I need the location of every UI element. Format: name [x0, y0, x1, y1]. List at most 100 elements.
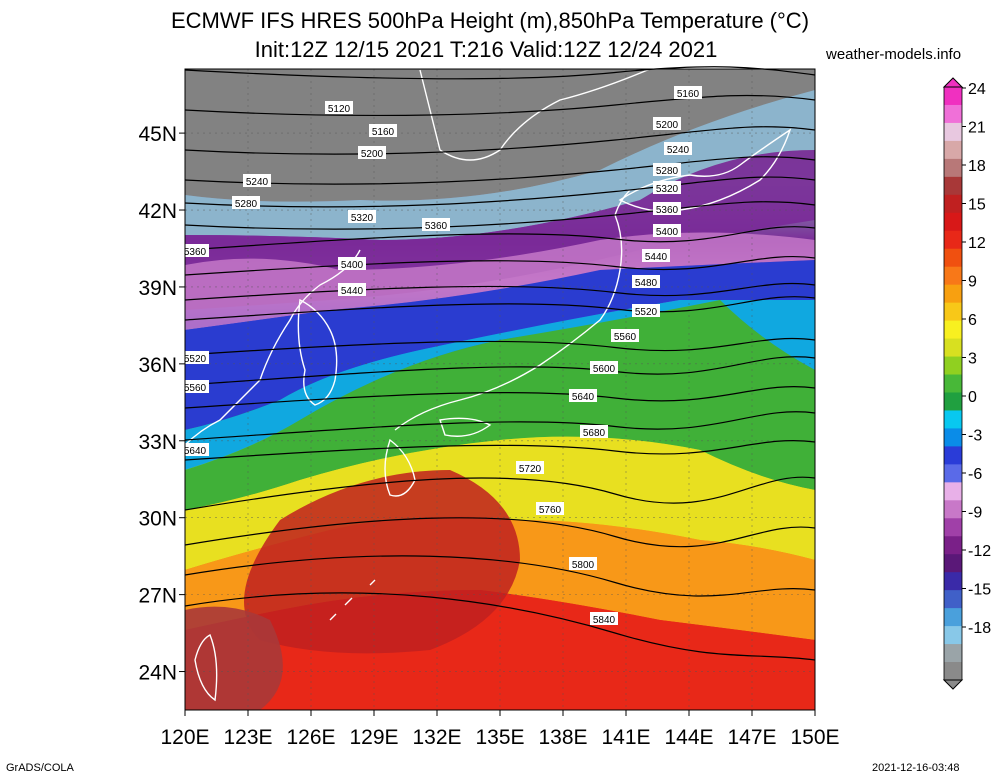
height-contour-line — [184, 282, 816, 301]
contour-label-bg — [653, 163, 681, 176]
colorbar-label: -9 — [968, 505, 982, 522]
colorbar-swatch — [944, 500, 962, 519]
contour-label-bg — [664, 142, 692, 155]
colorbar-swatch — [944, 572, 962, 591]
lat-lon-grid — [185, 69, 815, 710]
contour-label-bg — [358, 146, 386, 159]
contour-label: 5680 — [583, 428, 606, 439]
y-tick-label: 33N — [138, 431, 177, 454]
colorbar-swatch — [944, 194, 962, 214]
x-tick-label: 120E — [160, 726, 209, 749]
colorbar-label: 6 — [968, 312, 977, 329]
contour-label: 5520 — [635, 307, 658, 318]
colorbar-swatch — [944, 356, 962, 376]
colorbar-label: 0 — [968, 389, 977, 406]
colorbar-swatch — [944, 140, 962, 160]
colorbar-swatch — [944, 464, 962, 483]
contour-label-bg — [590, 612, 618, 625]
colorbar-label: -12 — [968, 543, 991, 560]
contour-label: 5760 — [539, 505, 562, 516]
y-tick-label: 45N — [138, 123, 177, 146]
x-tick-label: 144E — [664, 726, 713, 749]
height-contour-line — [184, 66, 816, 80]
colorbar-frame — [943, 86, 963, 681]
colorbar-swatch — [944, 392, 962, 411]
contour-label: 5640 — [572, 392, 595, 403]
chart-title: ECMWF IFS HRES 500hPa Height (m),850hPa … — [170, 8, 810, 33]
colorbar-swatch — [944, 284, 962, 304]
contour-label-bg — [232, 196, 260, 209]
contour-label-bg — [516, 461, 544, 474]
colorbar-label: -3 — [968, 428, 982, 445]
colorbar-label: 12 — [968, 235, 986, 252]
height-contour-line — [184, 226, 816, 251]
y-tick-label: 39N — [138, 277, 177, 300]
contour-label: 5720 — [519, 464, 542, 475]
contour-labels: 5120 5160 5160 5200 5200 5240 5240 5280 5280 5320… — [181, 86, 702, 626]
contour-label: 5240 — [246, 177, 269, 188]
colorbar-swatch — [944, 176, 962, 196]
contour-label-bg — [580, 425, 608, 438]
chart-subtitle: Init:12Z 12/15 2021 T:216 Valid:12Z 12/2… — [254, 37, 718, 62]
contour-label-bg — [653, 117, 681, 130]
colorbar-bottom-arrow — [942, 679, 964, 690]
contour-label-bg — [348, 210, 376, 223]
colorbar-swatch — [944, 158, 962, 178]
x-tick-label: 150E — [790, 726, 839, 749]
contour-label: 5800 — [572, 560, 595, 571]
x-tick-label: 126E — [286, 726, 335, 749]
contour-label-bg — [632, 275, 660, 288]
colorbar-swatch — [944, 320, 962, 340]
height-contour-line — [184, 337, 816, 356]
colorbar-label: -15 — [968, 582, 991, 599]
colorbar-top-arrow — [942, 77, 964, 88]
colorbar-swatch — [944, 626, 962, 645]
colorbar-label: 3 — [968, 351, 977, 368]
contour-label-bg — [653, 202, 681, 215]
height-contour-line — [184, 411, 816, 441]
colorbar-label: 9 — [968, 274, 977, 291]
timestamp: 2021-12-16-03:48 — [872, 762, 960, 774]
contour-label-bg — [181, 443, 209, 456]
contour-label: 5280 — [656, 166, 679, 177]
contour-label-bg — [653, 181, 681, 194]
y-tick-label: 36N — [138, 354, 177, 377]
x-axis: 120E 123E 126E 129E 132E 135E 138E 141E 144E 147E… — [160, 710, 840, 749]
colorbar-label: 24 — [968, 81, 986, 98]
contour-label-bg — [338, 257, 366, 270]
colorbar-swatch — [944, 644, 962, 663]
contour-label-bg — [569, 557, 597, 570]
colorbar-swatch — [944, 87, 962, 106]
colorbar-swatch — [944, 608, 962, 627]
contour-label-bg — [338, 283, 366, 296]
colorbar-swatch — [944, 554, 962, 573]
contour-label-bg — [181, 244, 209, 257]
contour-label-bg — [569, 389, 597, 402]
colorbar-swatch — [944, 518, 962, 537]
colorbar-swatch — [944, 410, 962, 429]
contour-label-bg — [369, 124, 397, 137]
contour-label: 5440 — [341, 286, 364, 297]
contour-label-bg — [536, 502, 564, 515]
height-contour-line — [184, 439, 816, 461]
colorbar-label: -18 — [968, 620, 991, 637]
contour-label: 5200 — [656, 120, 679, 131]
contour-label: 5320 — [656, 184, 679, 195]
height-contour-line — [184, 592, 816, 661]
colorbar-swatch — [944, 230, 962, 250]
height-contour-line — [184, 94, 816, 117]
contour-label: 5240 — [667, 145, 690, 156]
contour-label-bg — [653, 224, 681, 237]
x-tick-label: 147E — [727, 726, 776, 749]
contour-label: 5520 — [184, 354, 207, 365]
contour-label: 5160 — [677, 89, 700, 100]
contour-label: 5120 — [328, 104, 351, 115]
x-tick-label: 129E — [349, 726, 398, 749]
y-tick-label: 42N — [138, 200, 177, 223]
height-contour-line — [184, 255, 816, 276]
colorbar-swatch — [944, 104, 962, 124]
contour-label: 5600 — [593, 364, 616, 375]
y-tick-label: 27N — [138, 585, 177, 608]
contour-label: 5360 — [184, 247, 207, 258]
